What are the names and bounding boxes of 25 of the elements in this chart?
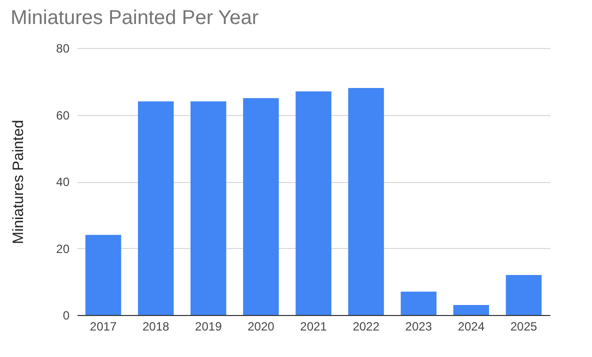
y-tick-label: 80 [56,42,70,56]
bar [243,98,279,315]
x-tick-label: 2019 [195,320,222,334]
y-tick-label: 20 [56,242,70,256]
x-tick-label: 2021 [300,320,328,334]
x-tick-label: 2024 [458,320,485,334]
x-tick-label: 2022 [352,320,380,334]
bar [453,304,490,315]
bar [190,101,226,315]
bar [400,292,436,315]
bar [85,234,122,315]
y-tick-label: 60 [56,108,70,122]
x-tick-label: 2018 [142,320,170,334]
bar [296,91,332,315]
chart-title: Miniatures Painted Per Year [10,7,259,29]
x-tick-label: 2023 [405,320,432,334]
bar [348,88,384,315]
y-tick-label: 40 [56,175,70,189]
y-axis-title: Miniatures Painted [10,120,28,244]
x-tick-label: 2017 [90,320,117,334]
y-tick-label: 0 [62,308,70,322]
x-tick-label: 2020 [248,320,275,334]
bar [138,101,174,315]
bar [506,274,542,315]
x-tick-label: 2025 [510,320,538,334]
